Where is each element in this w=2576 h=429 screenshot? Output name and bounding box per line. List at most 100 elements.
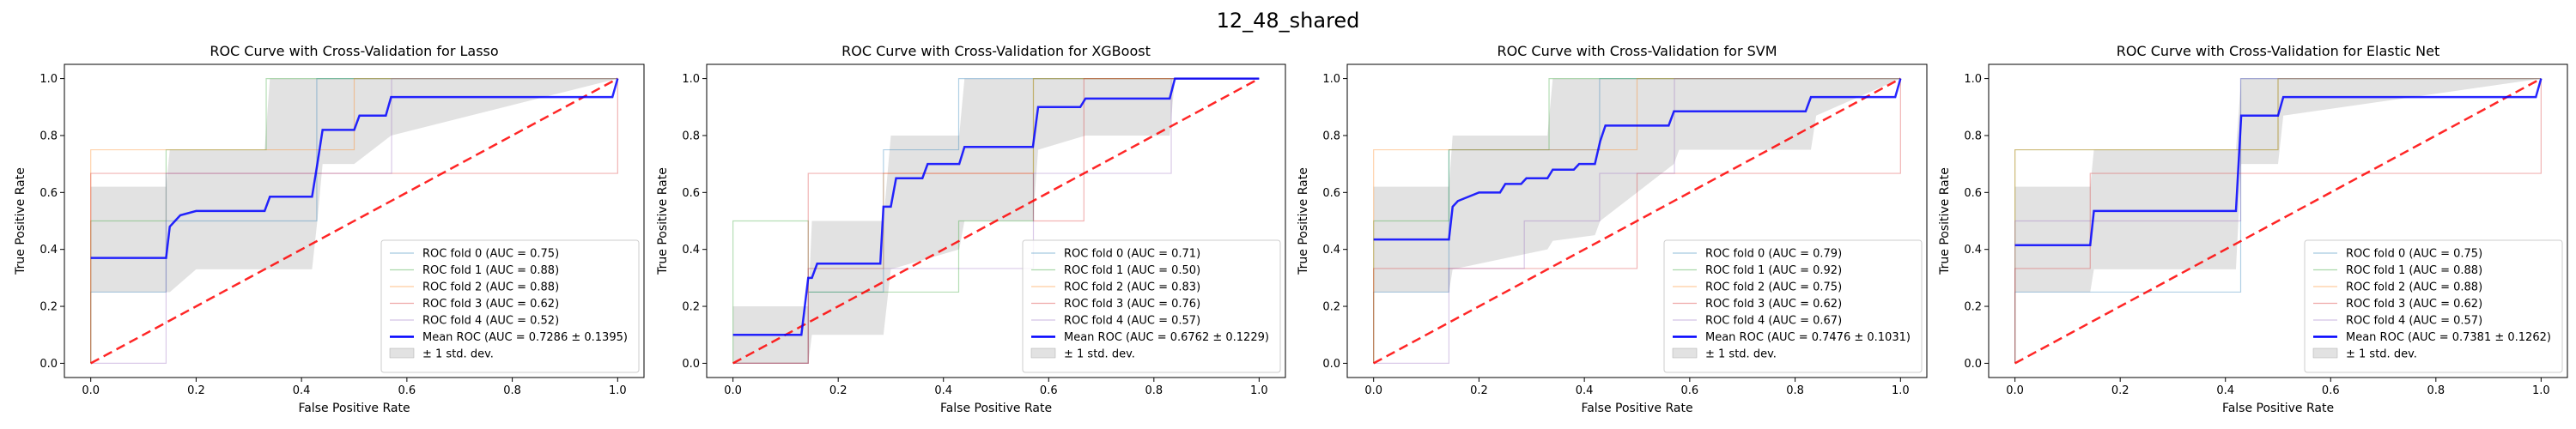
x-tick-label: 1.0 [1892, 384, 1910, 397]
y-tick-label: 0.0 [39, 358, 58, 371]
y-tick-label: 1.0 [39, 73, 58, 86]
x-tick-label: 0.0 [82, 384, 100, 397]
std-band [90, 78, 618, 293]
legend-band-swatch [1030, 347, 1056, 359]
y-axis-label: True Positive Rate [14, 167, 27, 275]
x-tick-label: 0.0 [1364, 384, 1382, 397]
x-axis-label: False Positive Rate [940, 402, 1052, 415]
roc-panel: ROC Curve with Cross-Validation for SVM 0… [1297, 43, 1928, 415]
y-tick-label: 0.6 [39, 187, 58, 200]
y-tick-label: 0.0 [1964, 358, 1982, 371]
legend-label: ROC fold 3 (AUC = 0.62) [1705, 298, 1842, 311]
legend-label: ROC fold 0 (AUC = 0.71) [1064, 248, 1200, 261]
y-axis-label: True Positive Rate [1297, 167, 1310, 275]
legend-label: ± 1 std. dev. [1705, 348, 1777, 361]
y-tick-label: 0.0 [1322, 358, 1340, 371]
fold-curve-2 [1373, 77, 1901, 364]
x-tick-label: 0.0 [724, 384, 742, 397]
mean-roc-curve [90, 78, 619, 259]
legend-label: ROC fold 4 (AUC = 0.57) [1064, 315, 1200, 328]
chart-title: ROC Curve with Cross-Validation for SVM [1497, 43, 1777, 59]
x-tick-label: 0.0 [2006, 384, 2024, 397]
plot-frame [64, 63, 645, 378]
std-band [1373, 78, 1901, 293]
chance-line [1373, 77, 1901, 365]
legend: ROC fold 0 (AUC = 0.71) ROC fold 1 (AUC =… [1022, 239, 1281, 373]
legend-label: ROC fold 2 (AUC = 0.88) [422, 281, 559, 294]
fold-curve-0 [90, 77, 618, 364]
legend-band-swatch [1672, 347, 1698, 359]
legend-label: ROC fold 1 (AUC = 0.88) [2346, 264, 2482, 277]
legend-label: ROC fold 2 (AUC = 0.83) [1064, 281, 1200, 294]
x-tick-label: 0.2 [187, 384, 205, 397]
y-tick-label: 0.4 [1322, 244, 1340, 257]
x-axis-label: False Positive Rate [1581, 402, 1692, 415]
mean-roc-curve [2014, 78, 2543, 246]
legend-label: ROC fold 0 (AUC = 0.79) [1705, 248, 1842, 261]
y-tick-label: 0.8 [682, 130, 700, 142]
y-tick-label: 0.4 [1964, 244, 1982, 257]
legend-label: ROC fold 3 (AUC = 0.76) [1064, 298, 1200, 311]
plot-frame [1346, 63, 1928, 378]
legend-label: ROC fold 2 (AUC = 0.75) [1705, 281, 1842, 294]
fold-curve-4 [90, 77, 618, 365]
fold-curve-0 [2014, 77, 2542, 364]
x-tick-label: 0.6 [1040, 384, 1058, 397]
chance-line [2014, 77, 2542, 365]
y-tick-label: 0.8 [1964, 130, 1982, 142]
legend-label: ROC fold 2 (AUC = 0.88) [2346, 281, 2482, 294]
legend-label: ROC fold 1 (AUC = 0.92) [1705, 264, 1842, 277]
x-tick-label: 0.4 [293, 384, 311, 397]
x-axis-label: False Positive Rate [2222, 402, 2334, 415]
legend-label: ROC fold 4 (AUC = 0.67) [1705, 315, 1842, 328]
legend-box [1022, 239, 1281, 373]
x-tick-label: 0.8 [1145, 384, 1163, 397]
legend-label: ± 1 std. dev. [1064, 348, 1135, 361]
fold-curve-1 [1373, 77, 1901, 364]
y-tick-label: 0.6 [682, 187, 700, 200]
fold-curve-2 [732, 77, 1260, 365]
y-tick-label: 0.6 [1964, 187, 1982, 200]
fold-curve-1 [90, 77, 618, 364]
x-tick-label: 0.2 [2111, 384, 2129, 397]
legend-label: ROC fold 1 (AUC = 0.50) [1064, 264, 1200, 277]
legend-label: Mean ROC (AUC = 0.7286 ± 0.1395) [422, 331, 628, 344]
legend-label: Mean ROC (AUC = 0.7381 ± 0.1262) [2346, 331, 2551, 344]
fold-curve-3 [2014, 78, 2542, 364]
mean-roc-curve [1373, 78, 1902, 241]
legend-band-swatch [2312, 347, 2338, 359]
fold-curve-4 [1373, 77, 1901, 365]
legend: ROC fold 0 (AUC = 0.75) ROC fold 1 (AUC =… [380, 239, 640, 373]
mean-roc-curve [732, 77, 1260, 336]
legend-label: ROC fold 3 (AUC = 0.62) [422, 298, 559, 311]
x-tick-label: 1.0 [609, 384, 627, 397]
chance-line [90, 77, 618, 365]
x-tick-label: 0.6 [2322, 384, 2340, 397]
roc-panel: ROC Curve with Cross-Validation for XGBo… [656, 43, 1286, 415]
x-tick-label: 0.8 [503, 384, 521, 397]
y-tick-label: 0.0 [682, 358, 700, 371]
x-tick-label: 0.6 [1681, 384, 1699, 397]
chart-title: ROC Curve with Cross-Validation for XGBo… [841, 43, 1151, 59]
fold-curve-2 [2014, 77, 2542, 364]
y-tick-label: 0.2 [1964, 301, 1982, 314]
legend-label: ROC fold 3 (AUC = 0.62) [2346, 298, 2482, 311]
y-tick-label: 1.0 [1322, 73, 1340, 86]
legend-label: ± 1 std. dev. [422, 348, 494, 361]
y-tick-label: 0.2 [39, 301, 58, 314]
legend-label: Mean ROC (AUC = 0.7476 ± 0.1031) [1705, 331, 1911, 344]
y-tick-label: 0.2 [682, 301, 700, 314]
legend-label: ROC fold 4 (AUC = 0.57) [2346, 315, 2482, 328]
chart-title: ROC Curve with Cross-Validation for Lass… [210, 43, 498, 59]
x-tick-label: 1.0 [1250, 384, 1268, 397]
legend-box [1663, 239, 1923, 373]
y-tick-label: 0.6 [1322, 187, 1340, 200]
std-band [2014, 78, 2542, 293]
x-tick-label: 1.0 [2532, 384, 2550, 397]
legend: ROC fold 0 (AUC = 0.75) ROC fold 1 (AUC =… [2304, 239, 2563, 373]
x-tick-label: 0.8 [1786, 384, 1804, 397]
x-tick-label: 0.8 [2427, 384, 2445, 397]
x-tick-label: 0.4 [934, 384, 952, 397]
y-tick-label: 1.0 [682, 73, 700, 86]
chart-title: ROC Curve with Cross-Validation for Elas… [2117, 43, 2440, 59]
